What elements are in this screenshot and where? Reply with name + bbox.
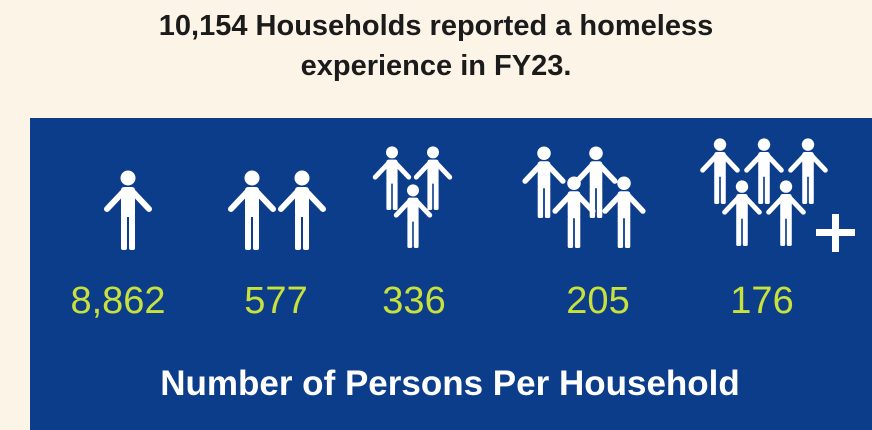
person-icon	[747, 138, 782, 204]
title: 10,154 Households reported a homeless ex…	[158, 10, 714, 82]
person-icon	[281, 171, 323, 251]
person-icon	[416, 146, 450, 210]
person-icon	[231, 171, 273, 251]
household-count: 205	[566, 280, 630, 322]
person-icon	[107, 171, 149, 251]
person-icon	[703, 138, 738, 204]
person-icon	[769, 180, 804, 246]
panel	[30, 118, 872, 430]
footer-label: Number of Persons Per Household	[160, 364, 740, 403]
plus-icon	[816, 214, 855, 252]
person-icon	[396, 184, 430, 248]
household-count: 336	[382, 280, 446, 322]
person-icon	[791, 138, 826, 204]
person-icon	[375, 146, 409, 210]
person-icon	[605, 176, 643, 248]
household-count: 577	[244, 280, 308, 322]
person-icon	[555, 176, 593, 248]
household-count: 176	[730, 280, 794, 322]
person-icon	[725, 180, 760, 246]
household-count: 8,862	[70, 280, 166, 322]
